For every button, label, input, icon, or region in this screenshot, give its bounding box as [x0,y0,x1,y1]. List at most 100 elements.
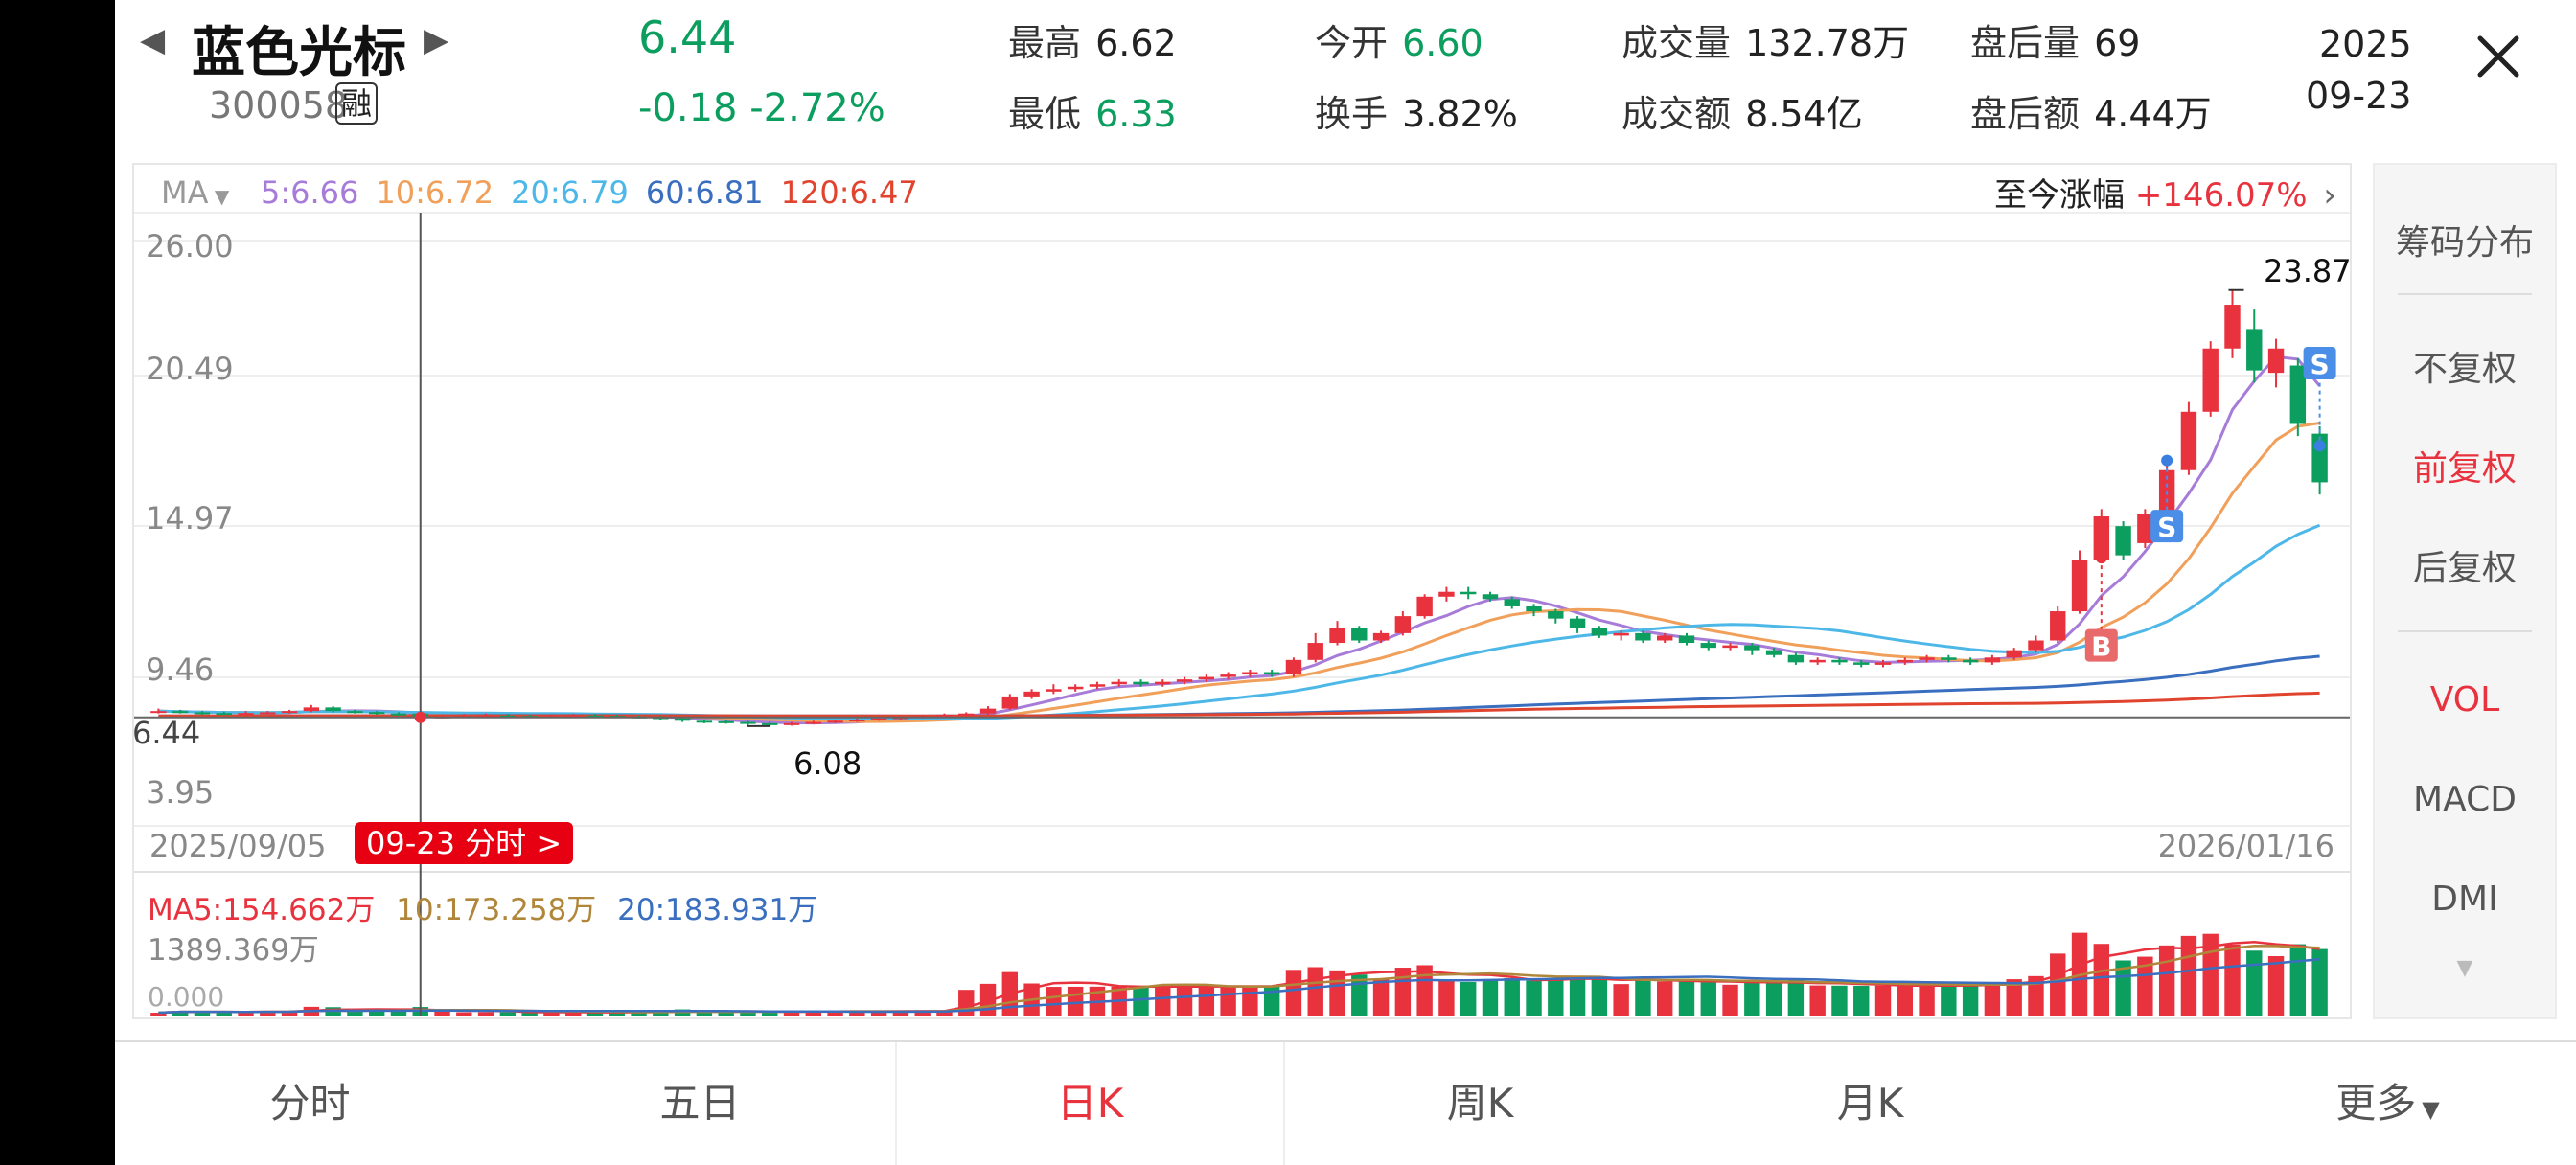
volume-bar [347,1011,363,1016]
prev-stock-arrow[interactable]: ◀ [140,21,166,59]
candle-body [1242,672,1258,675]
tab-monthly-k[interactable]: 月K [1836,1080,1904,1127]
more-indicators-chevron-icon[interactable]: ▼ [2456,956,2473,980]
signal-s-dot [2313,440,2326,452]
forward-adjust-option[interactable]: 前复权 [2412,449,2517,489]
candle-body [1089,684,1106,687]
kline-chart-svg[interactable]: B S S [134,165,2350,1017]
margin-tag: 融 [335,82,379,125]
candle-body [1874,662,1892,665]
date-month-day: 09-23 [2306,75,2412,117]
candle-body [1001,696,1019,709]
candle-body [499,715,517,718]
volume-bar [1569,976,1586,1016]
volume-bar [1919,985,1935,1016]
candle-body [390,713,407,716]
volume-value: 132.78万 [1745,22,1910,64]
candle-body [281,711,298,714]
volume-bar [499,1012,517,1016]
vol-ma5: MA5:154.662万 [148,893,376,927]
volume-max-label: 1389.369万 [148,933,319,968]
ma-selector[interactable]: MA ▼ [161,174,229,211]
volume-bar [1722,984,1738,1016]
period-tab-bar: 分时 五日 日K 周K 月K 更多 ▼ [115,1040,2576,1165]
candle-body [1372,632,1390,641]
volume-bar [653,1011,669,1016]
cursor-dot [414,711,426,723]
candle-body [1416,596,1433,617]
candle-body [368,712,385,715]
next-stock-arrow[interactable]: ▶ [424,21,449,59]
candle-body [325,707,341,712]
tab-daily-k[interactable]: 日K [895,1042,1285,1165]
volume-bar [2137,956,2153,1016]
volume-bar [1853,985,1870,1016]
macd-indicator[interactable]: MACD [2413,780,2517,819]
y-tick-3: 9.46 [146,651,215,688]
stock-name: 蓝色光标 [192,22,406,84]
chevron-right-icon: › [2323,176,2336,215]
volume-bar [1526,980,1542,1016]
candle-body [1919,657,1935,660]
stock-detail-screen: ◀ 蓝色光标 ▶ 300058 融 6.44 -0.18 -2.72% 最高 6… [115,0,2576,1165]
tab-more[interactable]: 更多 ▼ [2065,1042,2576,1165]
cursor-date-badge[interactable]: 09-23 分时 > [355,822,574,864]
volume-bar [762,1011,778,1016]
backward-adjust-option[interactable]: 后复权 [2412,549,2517,588]
candle-body [260,712,276,715]
caret-down-icon: ▼ [2422,1096,2440,1123]
candle-body [1067,686,1084,690]
ma-legend-item: 120:6.47 [780,174,918,211]
candle-body [194,712,211,715]
dmi-indicator[interactable]: DMI [2431,879,2498,919]
chips-distribution[interactable]: 筹码分布 [2395,223,2534,263]
high-value: 6.62 [1095,22,1177,64]
volume-bar [696,1012,713,1016]
no-adjust-option[interactable]: 不复权 [2412,350,2517,389]
candle-body [1482,594,1499,600]
volume-ma-legend: MA5:154.662万 10:173.258万 20:183.931万 [148,885,817,928]
candle-body [347,711,363,714]
candle-body [805,721,821,724]
volume-bar [2289,944,2307,1016]
tab-intraday[interactable]: 分时 [269,1080,351,1127]
indicator-side-menu: 筹码分布 不复权 前复权 后复权 VOL MACD DMI ▼ [2373,163,2557,1019]
max-price-label: 23.87 [2264,253,2352,289]
current-price: 6.44 [638,11,737,63]
open-value: 6.60 [1402,22,1484,64]
turnover-label: 换手 [1315,93,1389,135]
low-value: 6.33 [1095,93,1177,135]
candle-body [979,708,997,714]
ma-line [158,523,2321,721]
volume-bar [2224,944,2241,1016]
ma-line [158,691,2320,718]
volume-bar [1809,985,1826,1016]
ma-legend: 5:6.66 10:6.72 20:6.79 60:6.81 120:6.47 [261,174,935,211]
tab-weekly-k[interactable]: 周K [1446,1080,1514,1127]
volume-bar [1220,986,1236,1016]
tab-five-day[interactable]: 五日 [659,1080,741,1127]
candle-body [1853,662,1870,665]
candle-body [1351,628,1368,641]
volume-bar [1067,986,1084,1016]
buy-signal-badge-bg [2084,628,2118,662]
volume-bar [1657,981,1673,1016]
candle-body [2246,329,2263,371]
ma-legend-item: 5:6.66 [261,174,359,211]
candle-body [565,715,582,718]
volume-bar [1787,979,1805,1016]
kline-chart-panel[interactable]: B S S MA ▼ 5:6.66 10:6.72 20:6.79 60:6.81 120:… [132,163,2352,1019]
candle-body [783,722,800,725]
close-icon[interactable] [2474,33,2522,84]
volume-bar [1155,986,1171,1016]
candle-body [2071,560,2088,612]
candle-body [2006,650,2022,658]
volume-bar [783,1011,800,1016]
candle-body [1155,681,1171,685]
candle-body [1744,645,1760,651]
candle-body [216,713,232,716]
candle-body [1460,591,1477,595]
vol-indicator[interactable]: VOL [2429,680,2500,720]
candle-body [2289,365,2307,424]
since-gain[interactable]: 至今涨幅 +146.07% › [1994,169,2336,216]
